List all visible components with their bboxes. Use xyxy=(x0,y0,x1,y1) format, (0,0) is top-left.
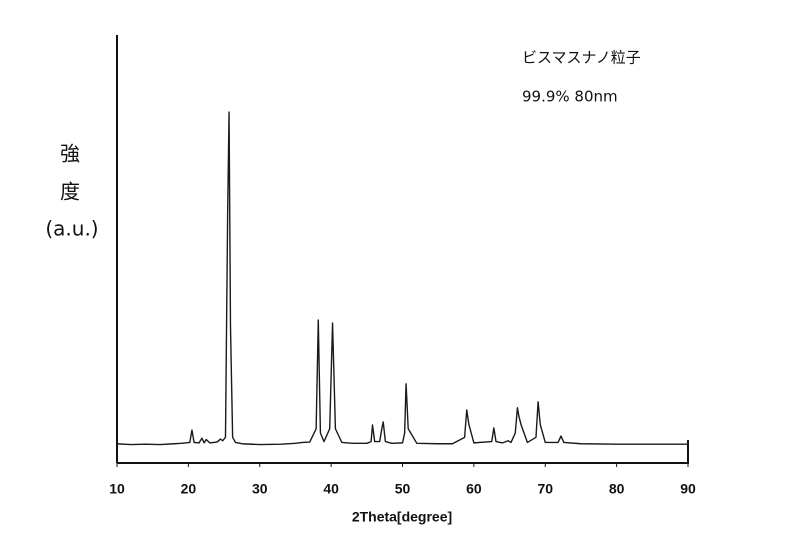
y-axis-label: (a.u.) xyxy=(45,217,98,241)
x-tick-label: 40 xyxy=(323,481,339,497)
x-tick-label: 50 xyxy=(395,481,411,497)
y-axis-label: 度 xyxy=(60,180,80,204)
xrd-line xyxy=(116,111,688,446)
x-tick-label: 20 xyxy=(181,481,197,497)
annotation: ビスマスナノ粒子 xyxy=(522,49,641,67)
x-tick-label: 10 xyxy=(109,481,125,497)
y-axis-label: 強 xyxy=(60,142,80,166)
x-tick-label: 90 xyxy=(680,481,696,497)
x-tick-label: 30 xyxy=(252,481,268,497)
x-axis-label: 2Theta[degree] xyxy=(352,509,452,525)
x-tick-label: 80 xyxy=(609,481,625,497)
x-tick-label: 70 xyxy=(537,481,553,497)
annotation: 99.9% 80nm xyxy=(522,88,618,106)
x-tick-label: 60 xyxy=(466,481,482,497)
